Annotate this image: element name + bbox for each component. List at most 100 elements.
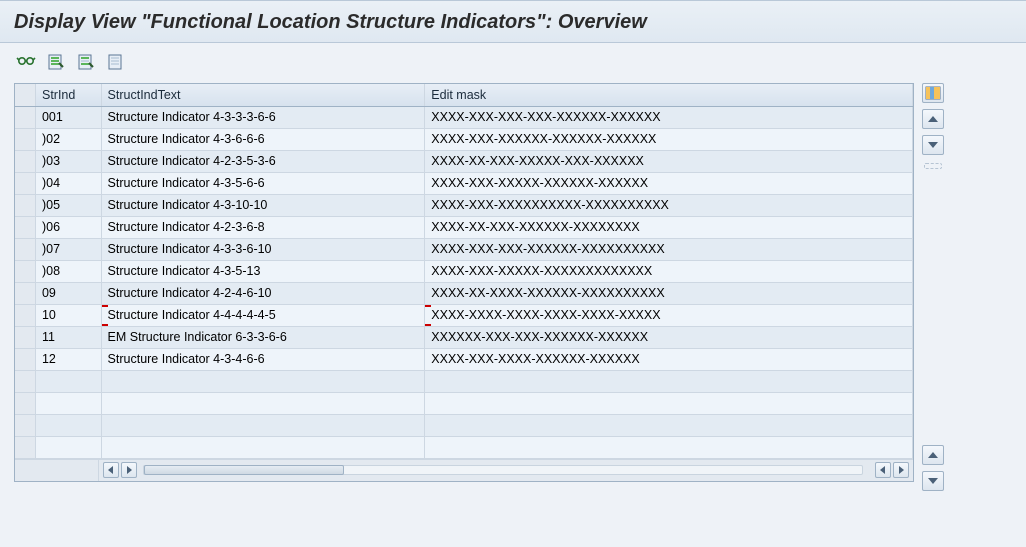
cell-editmask[interactable]: XXXX-XX-XXX-XXXXX-XXX-XXXXXX bbox=[425, 150, 913, 172]
cell-editmask[interactable]: XXXX-XX-XXXX-XXXXXX-XXXXXXXXXX bbox=[425, 282, 913, 304]
row-selector bbox=[15, 392, 35, 414]
cell-editmask[interactable]: XXXX-XXXX-XXXX-XXXX-XXXX-XXXXX bbox=[425, 304, 913, 326]
empty-cell bbox=[425, 392, 913, 414]
cell-strind[interactable]: )02 bbox=[35, 128, 101, 150]
cell-structindtext[interactable]: Structure Indicator 4-2-3-6-8 bbox=[101, 216, 425, 238]
cell-editmask[interactable]: XXXX-XXX-XXX-XXXXXX-XXXXXXXXXX bbox=[425, 238, 913, 260]
cell-structindtext[interactable]: Structure Indicator 4-3-5-6-6 bbox=[101, 172, 425, 194]
row-selector[interactable] bbox=[15, 326, 35, 348]
table-row[interactable]: 09Structure Indicator 4-2-4-6-10XXXX-XX-… bbox=[15, 282, 913, 304]
toolbar-choose-detail-button[interactable] bbox=[14, 51, 38, 73]
column-header-structindtext[interactable]: StructIndText bbox=[101, 84, 425, 106]
cell-editmask[interactable]: XXXXXX-XXX-XXX-XXXXXX-XXXXXX bbox=[425, 326, 913, 348]
table-row[interactable]: )04Structure Indicator 4-3-5-6-6XXXX-XXX… bbox=[15, 172, 913, 194]
column-header-strind[interactable]: StrInd bbox=[35, 84, 101, 106]
empty-cell bbox=[425, 414, 913, 436]
empty-cell bbox=[425, 370, 913, 392]
vscroll-track-marker bbox=[924, 163, 942, 169]
vscroll-line-down-button[interactable] bbox=[922, 135, 944, 155]
row-selector[interactable] bbox=[15, 260, 35, 282]
cell-editmask[interactable]: XXXX-XXX-XXXX-XXXXXX-XXXXXX bbox=[425, 348, 913, 370]
hscroll-right-button[interactable] bbox=[121, 462, 137, 478]
empty-cell bbox=[101, 370, 425, 392]
cell-strind[interactable]: 11 bbox=[35, 326, 101, 348]
table-row[interactable]: )06Structure Indicator 4-2-3-6-8XXXX-XX-… bbox=[15, 216, 913, 238]
cell-strind[interactable]: 001 bbox=[35, 106, 101, 128]
cell-structindtext[interactable]: Structure Indicator 4-3-5-13 bbox=[101, 260, 425, 282]
hscroll-first-button[interactable] bbox=[875, 462, 891, 478]
row-selector[interactable] bbox=[15, 194, 35, 216]
cell-strind[interactable]: )04 bbox=[35, 172, 101, 194]
empty-cell bbox=[101, 414, 425, 436]
cell-structindtext[interactable]: Structure Indicator 4-3-6-6-6 bbox=[101, 128, 425, 150]
table-row[interactable]: )03Structure Indicator 4-2-3-5-3-6XXXX-X… bbox=[15, 150, 913, 172]
cell-editmask[interactable]: XXXX-XXX-XXXXXXXXXX-XXXXXXXXXX bbox=[425, 194, 913, 216]
table-row-empty bbox=[15, 392, 913, 414]
table-row-empty bbox=[15, 414, 913, 436]
cell-strind[interactable]: 09 bbox=[35, 282, 101, 304]
table-row[interactable]: )08Structure Indicator 4-3-5-13XXXX-XXX-… bbox=[15, 260, 913, 282]
cell-strind[interactable]: )05 bbox=[35, 194, 101, 216]
cell-structindtext[interactable]: Structure Indicator 4-3-3-3-6-6 bbox=[101, 106, 425, 128]
cell-editmask[interactable]: XXXX-XXX-XXXXX-XXXXXXXXXXXXX bbox=[425, 260, 913, 282]
table-row[interactable]: )07Structure Indicator 4-3-3-6-10XXXX-XX… bbox=[15, 238, 913, 260]
table-row[interactable]: 10Structure Indicator 4-4-4-4-4-5XXXX-XX… bbox=[15, 304, 913, 326]
cell-structindtext[interactable]: Structure Indicator 4-2-3-5-3-6 bbox=[101, 150, 425, 172]
table-row[interactable]: )05Structure Indicator 4-3-10-10XXXX-XXX… bbox=[15, 194, 913, 216]
cell-strind[interactable]: )06 bbox=[35, 216, 101, 238]
cell-editmask[interactable]: XXXX-XXX-XXXXXX-XXXXXX-XXXXXX bbox=[425, 128, 913, 150]
cell-strind[interactable]: )08 bbox=[35, 260, 101, 282]
cell-structindtext[interactable]: Structure Indicator 4-3-3-6-10 bbox=[101, 238, 425, 260]
cell-editmask[interactable]: XXXX-XXX-XXX-XXX-XXXXXX-XXXXXX bbox=[425, 106, 913, 128]
toolbar-select-all-button[interactable] bbox=[44, 51, 68, 73]
empty-cell bbox=[101, 436, 425, 458]
hscroll-last-button[interactable] bbox=[893, 462, 909, 478]
toolbar-deselect-all-button[interactable] bbox=[104, 51, 128, 73]
row-selector bbox=[15, 370, 35, 392]
empty-cell bbox=[425, 436, 913, 458]
column-header-select[interactable] bbox=[15, 84, 35, 106]
empty-cell bbox=[35, 370, 101, 392]
row-selector[interactable] bbox=[15, 216, 35, 238]
horizontal-scroll-row bbox=[15, 459, 913, 481]
table-row[interactable]: 11EM Structure Indicator 6-3-3-6-6XXXXXX… bbox=[15, 326, 913, 348]
configure-columns-button[interactable] bbox=[922, 83, 944, 103]
structure-indicators-table: StrInd StructIndText Edit mask 001Struct… bbox=[15, 84, 913, 459]
hscroll-left-button[interactable] bbox=[103, 462, 119, 478]
cell-structindtext[interactable]: EM Structure Indicator 6-3-3-6-6 bbox=[101, 326, 425, 348]
cell-strind[interactable]: )07 bbox=[35, 238, 101, 260]
cell-editmask[interactable]: XXXX-XX-XXX-XXXXXX-XXXXXXXX bbox=[425, 216, 913, 238]
vscroll-line-up-button[interactable] bbox=[922, 445, 944, 465]
hscroll-thumb[interactable] bbox=[144, 465, 344, 475]
toolbar-select-block-button[interactable] bbox=[74, 51, 98, 73]
cell-strind[interactable]: 12 bbox=[35, 348, 101, 370]
cell-editmask[interactable]: XXXX-XXX-XXXXX-XXXXXX-XXXXXX bbox=[425, 172, 913, 194]
cell-strind[interactable]: )03 bbox=[35, 150, 101, 172]
empty-cell bbox=[35, 392, 101, 414]
cell-structindtext[interactable]: Structure Indicator 4-3-10-10 bbox=[101, 194, 425, 216]
right-tools bbox=[918, 83, 948, 491]
row-selector[interactable] bbox=[15, 150, 35, 172]
hscroll-track[interactable] bbox=[143, 465, 863, 475]
cell-structindtext[interactable]: Structure Indicator 4-4-4-4-4-5 bbox=[101, 304, 425, 326]
row-selector[interactable] bbox=[15, 282, 35, 304]
table-row[interactable]: )02Structure Indicator 4-3-6-6-6XXXX-XXX… bbox=[15, 128, 913, 150]
row-selector bbox=[15, 436, 35, 458]
row-selector[interactable] bbox=[15, 304, 35, 326]
column-header-editmask[interactable]: Edit mask bbox=[425, 84, 913, 106]
cell-structindtext[interactable]: Structure Indicator 4-3-4-6-6 bbox=[101, 348, 425, 370]
row-selector[interactable] bbox=[15, 106, 35, 128]
cell-strind[interactable]: 10 bbox=[35, 304, 101, 326]
table-row[interactable]: 12Structure Indicator 4-3-4-6-6XXXX-XXX-… bbox=[15, 348, 913, 370]
vscroll-page-down-button[interactable] bbox=[922, 471, 944, 491]
table-row[interactable]: 001Structure Indicator 4-3-3-3-6-6XXXX-X… bbox=[15, 106, 913, 128]
page-title: Display View "Functional Location Struct… bbox=[14, 11, 647, 33]
row-selector[interactable] bbox=[15, 238, 35, 260]
grid-wrap: StrInd StructIndText Edit mask 001Struct… bbox=[14, 83, 914, 482]
row-selector[interactable] bbox=[15, 172, 35, 194]
row-selector[interactable] bbox=[15, 128, 35, 150]
cell-structindtext[interactable]: Structure Indicator 4-2-4-6-10 bbox=[101, 282, 425, 304]
toolbar bbox=[0, 43, 1026, 83]
row-selector[interactable] bbox=[15, 348, 35, 370]
vscroll-page-up-button[interactable] bbox=[922, 109, 944, 129]
